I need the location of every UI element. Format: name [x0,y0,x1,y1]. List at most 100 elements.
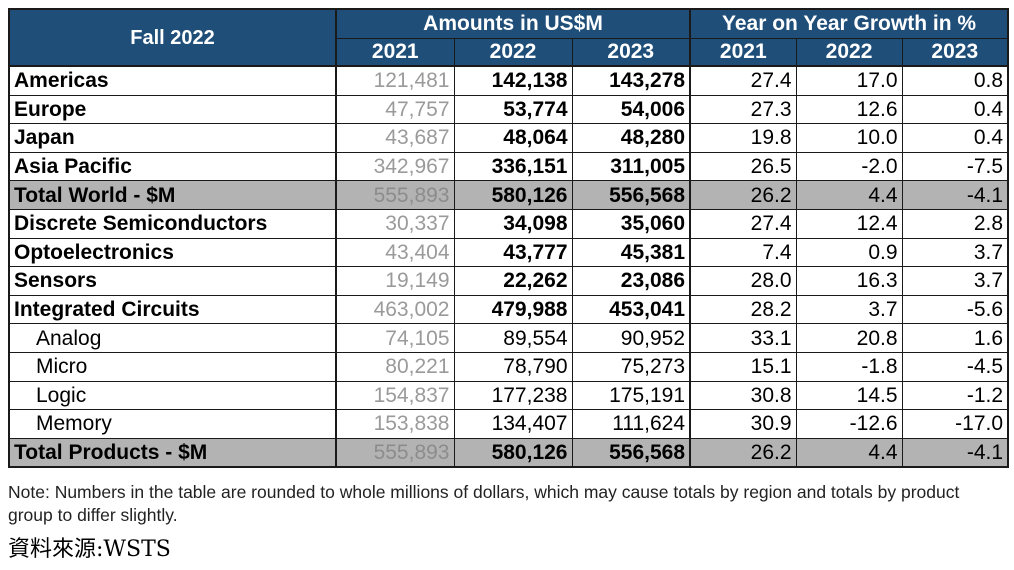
cell-amount-2022: 34,098 [453,208,573,239]
cell-growth-2022: 17.0 [795,65,903,96]
cell-amount-2023: 143,278 [571,65,691,96]
table-row: Optoelectronics 43,404 43,777 45,381 7.4 0.9 3… [8,237,1009,268]
table-row: Analog 74,105 89,554 90,952 33.1 20.8 1.6 [8,323,1009,353]
cell-growth-2022: 3.7 [795,294,903,325]
cell-growth-2021: 27.3 [689,94,797,125]
cell-growth-2023: 0.4 [901,123,1009,153]
source-line: 資料來源:WSTS [8,537,171,562]
cell-growth-2021: 26.2 [689,437,797,468]
header-row-years: 2021 2022 2023 2021 2022 2023 [9,38,1009,67]
cell-amount-2021: 80,221 [335,351,455,382]
year-header-amounts-2022: 2022 [453,38,573,67]
cell-growth-2023: 0.8 [901,65,1009,96]
year-header-growth-2023: 2023 [901,38,1009,67]
cell-amount-2023: 111,624 [571,409,691,439]
cell-amount-2022: 580,126 [453,437,573,468]
cell-growth-2022: 10.0 [795,123,903,153]
cell-growth-2021: 26.2 [689,180,797,210]
cell-amount-2021: 43,404 [335,237,455,268]
cell-amount-2021: 121,481 [335,65,455,96]
row-label: Sensors [8,266,337,296]
table-row: Discrete Semiconductors 30,337 34,098 35,06… [8,208,1009,239]
cell-amount-2022: 336,151 [453,151,573,182]
cell-amount-2022: 479,988 [453,294,573,325]
cell-amount-2022: 53,774 [453,94,573,125]
year-header-growth-2022: 2022 [795,38,903,67]
footnote: Note: Numbers in the table are rounded t… [8,482,960,525]
cell-amount-2022: 134,407 [453,409,573,439]
cell-amount-2021: 463,002 [335,294,455,325]
cell-amount-2021: 153,838 [335,409,455,439]
amounts-group-header: Amounts in US$M [334,8,691,39]
cell-growth-2021: 28.0 [689,266,797,296]
cell-growth-2023: -17.0 [901,409,1009,439]
table-row: Total Products - $M 555,893 580,126 556,568… [8,437,1009,468]
cell-growth-2022: -1.8 [795,351,903,382]
corner-title: Fall 2022 [8,8,337,67]
table-row: Memory 153,838 134,407 111,624 30.9 -12.6 -17.… [8,409,1009,439]
cell-growth-2023: -4.1 [901,437,1009,468]
row-label: Total World - $M [8,180,337,210]
row-label: Europe [8,94,337,125]
table-row: Asia Pacific 342,967 336,151 311,005 26.5 -2.… [8,151,1009,182]
table-row: Logic 154,837 177,238 175,191 30.8 14.5 -1.2 [8,380,1009,411]
header-row-groups: Fall 2022 Amounts in US$M Year on Year G… [8,8,1009,67]
cell-growth-2023: -7.5 [901,151,1009,182]
cell-growth-2021: 7.4 [689,237,797,268]
cell-amount-2023: 556,568 [571,437,691,468]
table-row: Total World - $M 555,893 580,126 556,568 26.… [8,180,1009,210]
wsts-forecast-table: Fall 2022 Amounts in US$M Year on Year G… [8,8,1009,468]
cell-growth-2023: -4.5 [901,351,1009,382]
cell-amount-2022: 43,777 [453,237,573,268]
cell-amount-2022: 89,554 [453,323,573,353]
cell-growth-2023: 3.7 [901,266,1009,296]
cell-amount-2021: 154,837 [335,380,455,411]
cell-amount-2023: 54,006 [571,94,691,125]
cell-amount-2023: 75,273 [571,351,691,382]
row-label: Analog [8,323,337,353]
cell-amount-2023: 23,086 [571,266,691,296]
cell-amount-2022: 580,126 [453,180,573,210]
cell-amount-2022: 78,790 [453,351,573,382]
cell-amount-2023: 45,381 [571,237,691,268]
cell-growth-2023: -5.6 [901,294,1009,325]
cell-growth-2022: 20.8 [795,323,903,353]
table-row: Sensors 19,149 22,262 23,086 28.0 16.3 3.7 [8,266,1009,296]
cell-amount-2021: 30,337 [335,208,455,239]
row-label: Integrated Circuits [8,294,337,325]
cell-amount-2023: 48,280 [571,123,691,153]
cell-growth-2023: -4.1 [901,180,1009,210]
cell-growth-2022: -12.6 [795,409,903,439]
cell-amount-2023: 311,005 [571,151,691,182]
row-label: Japan [8,123,337,153]
cell-growth-2023: 3.7 [901,237,1009,268]
cell-growth-2022: 16.3 [795,266,903,296]
cell-amount-2022: 22,262 [453,266,573,296]
cell-growth-2021: 15.1 [689,351,797,382]
cell-amount-2022: 177,238 [453,380,573,411]
row-label: Logic [8,380,337,411]
cell-amount-2023: 453,041 [571,294,691,325]
cell-growth-2022: 12.6 [795,94,903,125]
row-label: Memory [8,409,337,439]
cell-growth-2023: -1.2 [901,380,1009,411]
cell-growth-2022: 14.5 [795,380,903,411]
year-header-amounts-2023: 2023 [571,38,691,67]
cell-growth-2021: 33.1 [689,323,797,353]
table-row: Europe 47,757 53,774 54,006 27.3 12.6 0.4 [8,94,1009,125]
cell-amount-2021: 43,687 [335,123,455,153]
table-body: Americas 121,481 142,138 143,278 27.4 17.0 0.8… [8,65,1009,468]
cell-growth-2022: 4.4 [795,437,903,468]
table-row: Integrated Circuits 463,002 479,988 453,041… [8,294,1009,325]
cell-growth-2021: 30.9 [689,409,797,439]
table-row: Americas 121,481 142,138 143,278 27.4 17.0 0.8 [8,65,1009,96]
cell-growth-2021: 27.4 [689,208,797,239]
cell-amount-2022: 142,138 [453,65,573,96]
cell-amount-2021: 47,757 [335,94,455,125]
cell-amount-2022: 48,064 [453,123,573,153]
row-label: Optoelectronics [8,237,337,268]
cell-amount-2021: 555,893 [335,437,455,468]
year-header-amounts-2021: 2021 [335,38,455,67]
cell-growth-2021: 28.2 [689,294,797,325]
cell-growth-2021: 30.8 [689,380,797,411]
